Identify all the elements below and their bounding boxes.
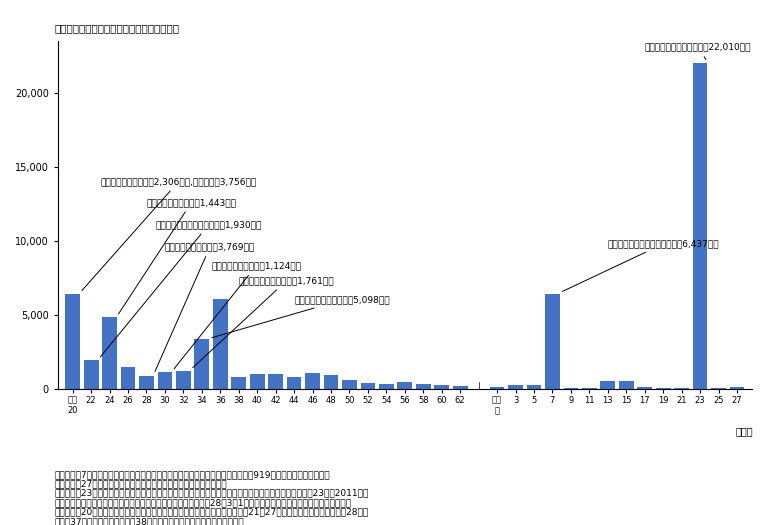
- Text: 主な災害：洞爺丸台風（1,761人）: 主な災害：洞爺丸台風（1,761人）: [193, 276, 335, 368]
- Text: （人）　自然災害による死者・行方不明者数: （人） 自然災害による死者・行方不明者数: [55, 24, 179, 34]
- Text: （年）: （年）: [736, 426, 753, 436]
- Bar: [232, 377, 246, 388]
- Text: 37年は警察庁資料、昭和38年以降は消防庁資料をもとに内閣府作成: 37年は警察庁資料、昭和38年以降は消防庁資料をもとに内閣府作成: [55, 517, 244, 525]
- Bar: [102, 317, 117, 388]
- Bar: [582, 387, 597, 388]
- Bar: [379, 384, 394, 388]
- Bar: [729, 387, 744, 388]
- Bar: [139, 375, 154, 388]
- Bar: [601, 381, 615, 388]
- Text: 主な災害：南海地震（1,443人）: 主な災害：南海地震（1,443人）: [119, 198, 236, 314]
- Text: 主な災害：東日本大震災（22,010人）: 主な災害：東日本大震災（22,010人）: [645, 43, 751, 60]
- Bar: [194, 339, 209, 388]
- Text: （注）平成7年死者のうち、阪神・淡路大震災の死者については、いわゆる関連死919人を含む（兵庫県資料）: （注）平成7年死者のうち、阪神・淡路大震災の死者については、いわゆる関連死919…: [55, 470, 330, 479]
- Bar: [637, 387, 652, 388]
- Text: 主な災害：カスリーン台風（1,930人）: 主な災害：カスリーン台風（1,930人）: [101, 220, 262, 357]
- Bar: [213, 299, 228, 388]
- Bar: [416, 384, 431, 388]
- Bar: [342, 380, 356, 388]
- Bar: [526, 385, 541, 388]
- Bar: [693, 64, 707, 388]
- Bar: [619, 381, 633, 388]
- Text: 出典：昭和20年は主な災害による死者・行方不明者（理科年表による）。昭和21～27年は日本気象災害年報、昭和28年～: 出典：昭和20年は主な災害による死者・行方不明者（理科年表による）。昭和21～2…: [55, 508, 369, 517]
- Text: 平成23年に起きた災害中、「地震・津波」欄のうち、東日本大震災については、消防庁資料「平成23年（2011年）: 平成23年に起きた災害中、「地震・津波」欄のうち、東日本大震災については、消防庁…: [55, 489, 369, 498]
- Text: 平成27年の死者・行方不明者は内閣府取りまとめによる速報値: 平成27年の死者・行方不明者は内閣府取りまとめによる速報値: [55, 479, 227, 488]
- Bar: [360, 383, 375, 388]
- Bar: [490, 387, 505, 388]
- Bar: [158, 372, 172, 388]
- Bar: [268, 374, 283, 388]
- Bar: [324, 375, 339, 388]
- Text: 主な災害：伊勢湾台風（5,098人）: 主な災害：伊勢湾台風（5,098人）: [212, 296, 390, 338]
- Text: 東北地方太平洋沖地震（東日本大震災）の被害状況（平成28年3月1日）」により、死者には震災関連死を含む。: 東北地方太平洋沖地震（東日本大震災）の被害状況（平成28年3月1日）」により、死…: [55, 498, 352, 507]
- Text: 主な災害：南紀豪雨（1,124人）: 主な災害：南紀豪雨（1,124人）: [174, 261, 301, 369]
- Bar: [508, 385, 523, 388]
- Bar: [250, 374, 264, 388]
- Text: 主な災害：阪神・淡路大震災（6,437人）: 主な災害：阪神・淡路大震災（6,437人）: [562, 239, 719, 291]
- Bar: [563, 387, 578, 388]
- Bar: [453, 386, 467, 388]
- Bar: [287, 377, 302, 388]
- Bar: [66, 294, 80, 388]
- Bar: [83, 360, 98, 388]
- Bar: [434, 385, 449, 388]
- Bar: [305, 373, 320, 388]
- Bar: [121, 368, 136, 388]
- Text: 主な災害：三河地震（2,306人）,枕崎台風（3,756人）: 主な災害：三河地震（2,306人）,枕崎台風（3,756人）: [82, 177, 257, 290]
- Bar: [545, 293, 560, 388]
- Bar: [176, 371, 191, 388]
- Text: 主な災害：福井地震（3,769人）: 主な災害：福井地震（3,769人）: [155, 242, 255, 371]
- Bar: [398, 382, 412, 388]
- Bar: [711, 387, 726, 388]
